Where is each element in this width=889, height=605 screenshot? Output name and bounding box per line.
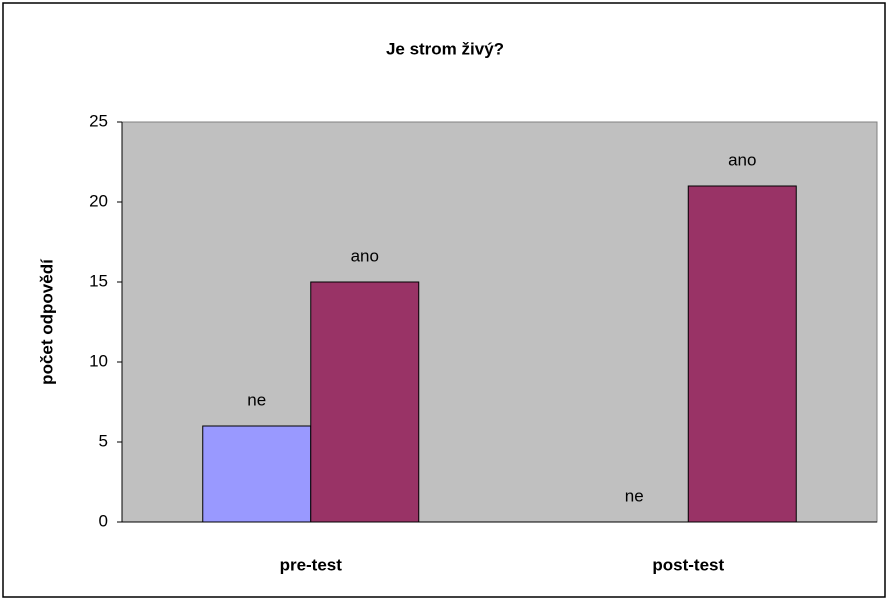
y-tick-label: 5 [99, 431, 108, 450]
data-label: ne [247, 390, 266, 409]
data-label: ne [625, 486, 644, 505]
bar [687, 185, 797, 523]
data-label: ano [728, 150, 756, 169]
y-tick-label: 15 [89, 271, 108, 290]
y-tick-label: 10 [89, 351, 108, 370]
y-tick-label: 20 [89, 191, 108, 210]
data-label: ano [351, 246, 379, 265]
y-tick-label: 0 [99, 511, 108, 530]
x-tick-label: pre-test [280, 555, 343, 574]
y-axis-label: počet odpovědí [37, 258, 56, 385]
bar [310, 281, 420, 523]
bar [202, 425, 312, 523]
chart-title: Je strom živý? [386, 39, 504, 58]
y-tick-label: 25 [89, 111, 108, 130]
x-tick-label: post-test [652, 555, 724, 574]
